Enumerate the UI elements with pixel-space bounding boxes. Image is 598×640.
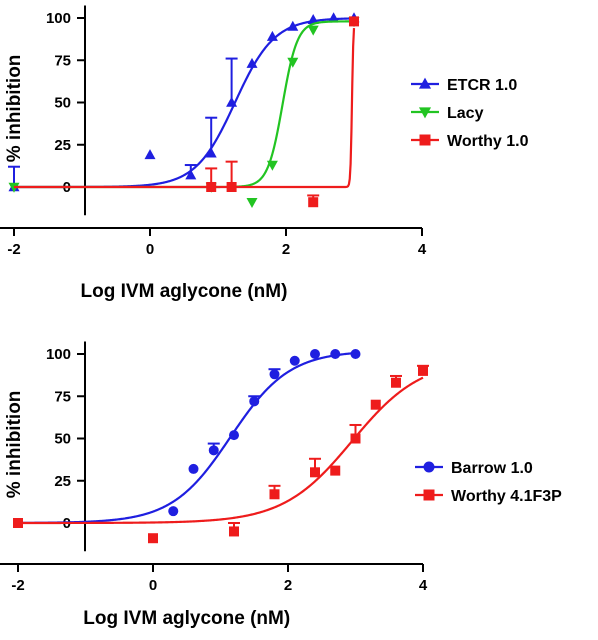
data-point xyxy=(307,25,319,36)
y-tick-label: 25 xyxy=(54,137,71,154)
x-tick-label: 0 xyxy=(149,577,157,594)
data-point xyxy=(148,533,158,544)
data-point xyxy=(208,445,219,456)
data-point xyxy=(330,465,341,476)
data-point xyxy=(144,149,156,160)
y-tick-label: 25 xyxy=(54,473,71,490)
data-point xyxy=(289,355,300,366)
legend-marker xyxy=(418,107,432,119)
x-tick-label: 2 xyxy=(282,241,290,258)
data-point xyxy=(226,96,238,107)
data-point xyxy=(266,160,278,171)
legend-label: Worthy 4.1F3P xyxy=(451,488,562,505)
series-lacy xyxy=(8,17,360,208)
x-axis-title: Log IVM aglycone (nM) xyxy=(81,281,288,302)
data-point xyxy=(350,433,361,444)
data-point xyxy=(350,349,361,359)
y-tick-label: 50 xyxy=(54,95,71,112)
data-point xyxy=(391,377,401,388)
y-tick-label: 50 xyxy=(54,431,71,448)
data-point xyxy=(168,506,179,517)
x-tick-label: -2 xyxy=(11,577,24,594)
data-point xyxy=(188,463,199,474)
data-point xyxy=(310,349,320,359)
data-point xyxy=(370,399,381,410)
data-point xyxy=(269,369,280,380)
data-point xyxy=(418,365,428,376)
data-point xyxy=(328,12,340,23)
y-axis-title: % inhibition xyxy=(4,55,25,163)
data-point xyxy=(307,13,319,24)
legend-label: ETCR 1.0 xyxy=(447,77,517,94)
legend-label: Barrow 1.0 xyxy=(451,460,533,477)
data-point xyxy=(246,197,258,208)
data-point xyxy=(205,147,217,158)
data-point xyxy=(246,57,258,68)
legend-marker xyxy=(423,461,435,473)
y-tick-label: 100 xyxy=(46,10,71,27)
x-tick-label: 4 xyxy=(418,241,427,258)
data-point xyxy=(310,467,320,478)
x-tick-label: 2 xyxy=(284,577,292,594)
series-worthy-1-0 xyxy=(14,16,359,208)
data-point xyxy=(266,30,278,41)
data-point xyxy=(229,526,239,537)
y-tick-label: 75 xyxy=(54,388,71,405)
y-tick-label: 75 xyxy=(54,52,71,69)
data-point xyxy=(269,489,280,500)
series-worthy-4-1f3p xyxy=(13,364,429,544)
x-axis-title: Log IVM aglycone (nM) xyxy=(83,608,290,629)
legend-marker xyxy=(423,489,435,501)
x-tick-label: -2 xyxy=(7,241,20,258)
data-point xyxy=(287,57,299,68)
legend-label: Lacy xyxy=(447,105,484,122)
data-point xyxy=(206,182,217,192)
legend-marker xyxy=(418,77,432,89)
fit-curve xyxy=(14,27,356,189)
data-point xyxy=(226,182,237,192)
data-point xyxy=(229,430,239,441)
data-point xyxy=(13,518,23,528)
data-point xyxy=(349,16,359,27)
legend-marker xyxy=(419,134,431,146)
y-tick-label: 100 xyxy=(46,346,71,363)
data-point xyxy=(287,20,299,31)
legend-label: Worthy 1.0 xyxy=(447,133,529,150)
y-axis-title: % inhibition xyxy=(4,391,25,499)
data-point xyxy=(185,169,197,180)
x-tick-label: 4 xyxy=(419,577,428,594)
data-point xyxy=(308,197,319,208)
data-point xyxy=(330,349,341,359)
x-tick-label: 0 xyxy=(146,241,154,258)
data-point xyxy=(249,396,260,407)
